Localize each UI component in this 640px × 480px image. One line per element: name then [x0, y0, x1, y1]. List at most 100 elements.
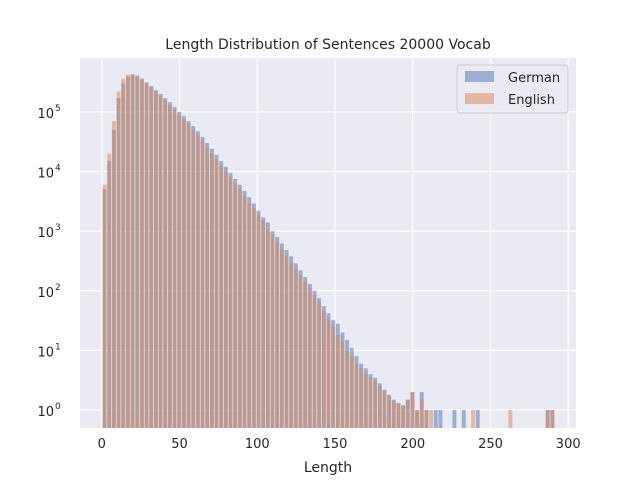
bar-english	[401, 405, 406, 428]
bar-english	[298, 275, 303, 428]
x-axis-ticks: 0 50 100 150 200 250 300	[98, 437, 581, 452]
series-english	[102, 74, 555, 429]
bar-german	[452, 410, 457, 428]
bar-english	[237, 189, 242, 428]
y-tick-label: 10	[37, 226, 54, 241]
legend-swatch-english	[465, 93, 494, 104]
bar-english	[209, 153, 214, 428]
bar-english	[508, 410, 513, 428]
x-tick-label: 200	[400, 437, 425, 452]
bar-english	[223, 171, 228, 428]
bar-english	[340, 341, 345, 428]
bar-english	[158, 95, 163, 428]
x-tick-label: 0	[98, 437, 106, 452]
bar-english	[335, 335, 340, 428]
bar-english	[172, 109, 177, 429]
bar-english	[228, 177, 233, 428]
bar-english	[293, 269, 298, 428]
bar-english	[214, 159, 219, 428]
bar-english	[550, 410, 555, 428]
bar-english	[326, 319, 331, 428]
y-tick-exponent: 2	[55, 283, 61, 293]
bar-english	[153, 91, 158, 429]
bar-english	[289, 262, 294, 428]
x-tick-label: 300	[556, 437, 581, 452]
x-axis-label: Length	[304, 460, 352, 476]
bar-german	[433, 410, 438, 428]
bar-english	[139, 79, 144, 428]
y-tick-label: 10	[37, 405, 54, 420]
bar-english	[373, 381, 378, 428]
bar-english	[144, 83, 149, 428]
x-tick-label: 50	[171, 437, 188, 452]
x-tick-label: 150	[323, 437, 348, 452]
bar-english	[200, 141, 205, 428]
bar-english	[415, 410, 420, 428]
y-tick-label: 10	[37, 166, 54, 181]
bar-english	[275, 242, 280, 428]
legend-swatch-german	[465, 71, 494, 82]
chart-title: Length Distribution of Sentences 20000 V…	[165, 37, 491, 53]
bar-english	[317, 304, 322, 428]
bar-english	[363, 374, 368, 428]
bar-english	[424, 410, 429, 428]
bar-english	[177, 114, 182, 429]
x-tick-label: 250	[478, 437, 503, 452]
bar-english	[396, 403, 401, 428]
bar-english	[279, 249, 284, 428]
x-tick-label: 100	[245, 437, 270, 452]
y-tick-label: 10	[37, 107, 54, 122]
bar-english	[331, 326, 336, 428]
bar-english	[377, 386, 382, 428]
bar-english	[163, 99, 168, 428]
bar-english	[195, 135, 200, 428]
bar-english	[349, 356, 354, 428]
legend-label-english: English	[508, 93, 555, 108]
y-tick-label: 10	[37, 345, 54, 360]
y-tick-exponent: 4	[55, 163, 61, 173]
bar-english	[102, 184, 107, 428]
legend: German English	[456, 64, 569, 114]
bar-german	[461, 410, 466, 428]
bar-english	[405, 399, 410, 428]
y-tick-label: 10	[37, 286, 54, 301]
histogram-bars	[102, 74, 555, 429]
bar-english	[261, 220, 266, 428]
bar-english	[387, 396, 392, 428]
y-tick-exponent: 3	[55, 223, 61, 233]
bar-english	[111, 121, 116, 428]
legend-label-german: German	[508, 71, 560, 86]
bar-english	[368, 377, 373, 428]
bar-english	[121, 78, 126, 428]
bar-english	[429, 410, 434, 428]
bar-english	[391, 401, 396, 428]
bar-english	[247, 202, 252, 428]
bar-english	[191, 129, 196, 429]
bar-english	[471, 410, 476, 428]
bar-english	[149, 87, 154, 428]
bar-english	[284, 256, 289, 428]
bar-english	[107, 153, 112, 428]
y-tick-exponent: 5	[55, 104, 61, 114]
y-tick-exponent: 0	[55, 402, 61, 412]
bar-english	[312, 294, 317, 428]
bar-english	[303, 282, 308, 428]
bar-english	[242, 195, 247, 428]
bar-english	[382, 392, 387, 428]
bar-english	[256, 214, 261, 428]
bar-english	[307, 288, 312, 428]
bar-english	[167, 105, 172, 428]
bar-english	[354, 363, 359, 428]
y-tick-exponent: 1	[55, 342, 61, 352]
bar-english	[116, 91, 121, 429]
bar-english	[321, 311, 326, 428]
bar-english	[233, 183, 238, 428]
bar-english	[265, 228, 270, 428]
bar-english	[251, 208, 256, 428]
bar-english	[345, 350, 350, 428]
bar-english	[419, 399, 424, 428]
bar-english	[270, 235, 275, 428]
bar-english	[410, 392, 415, 428]
